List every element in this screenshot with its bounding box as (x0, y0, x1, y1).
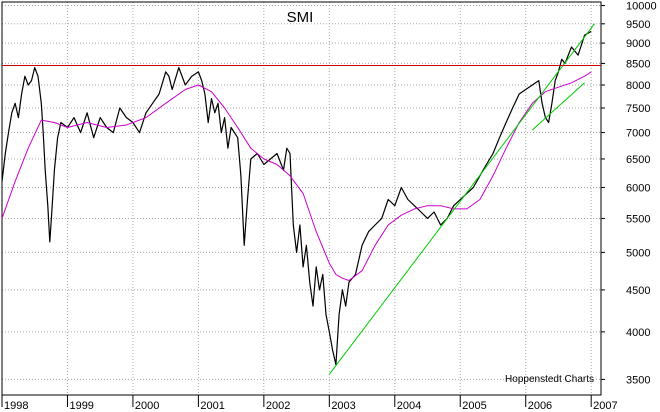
moving_average-line (1, 71, 592, 281)
y-tick-label: 5500 (626, 213, 650, 225)
y-tick-label: 9500 (626, 19, 650, 31)
plot-frame (1, 1, 602, 396)
grid-lines (1, 2, 601, 395)
x-tick-label: 1998 (4, 400, 28, 412)
y-tick-label: 4000 (626, 327, 650, 339)
y-tick-label: 6500 (626, 154, 650, 166)
y-tick-label: 4500 (626, 285, 650, 297)
y-tick-label: 6000 (626, 182, 650, 194)
y-tick-label: 7000 (626, 128, 650, 140)
x-tick-label: 1999 (69, 400, 93, 412)
x-tick-label: 2007 (593, 400, 617, 412)
series-layer (1, 23, 601, 375)
y-tick-label: 8500 (626, 58, 650, 70)
y-tick-label: 9000 (626, 38, 650, 50)
trendline-line (531, 82, 585, 131)
y-tick-label: 7500 (626, 103, 650, 115)
x-tick-label: 2000 (135, 400, 159, 412)
x-tick-label: 2003 (331, 400, 355, 412)
chart-title: SMI (287, 9, 314, 26)
trendline-line (328, 23, 595, 375)
x-tick-label: 2002 (266, 400, 290, 412)
y-tick-label: 3500 (626, 374, 650, 386)
y-tick-label: 10000 (626, 1, 657, 13)
x-tick-label: 2001 (200, 400, 224, 412)
chart-credit: Hoppenstedt Charts (505, 374, 594, 385)
y-tick-label: 5000 (626, 247, 650, 259)
x-tick-label: 2004 (397, 400, 421, 412)
y-tick-label: 8000 (626, 80, 650, 92)
x-tick-label: 2006 (528, 400, 552, 412)
x-tick-label: 2005 (462, 400, 486, 412)
